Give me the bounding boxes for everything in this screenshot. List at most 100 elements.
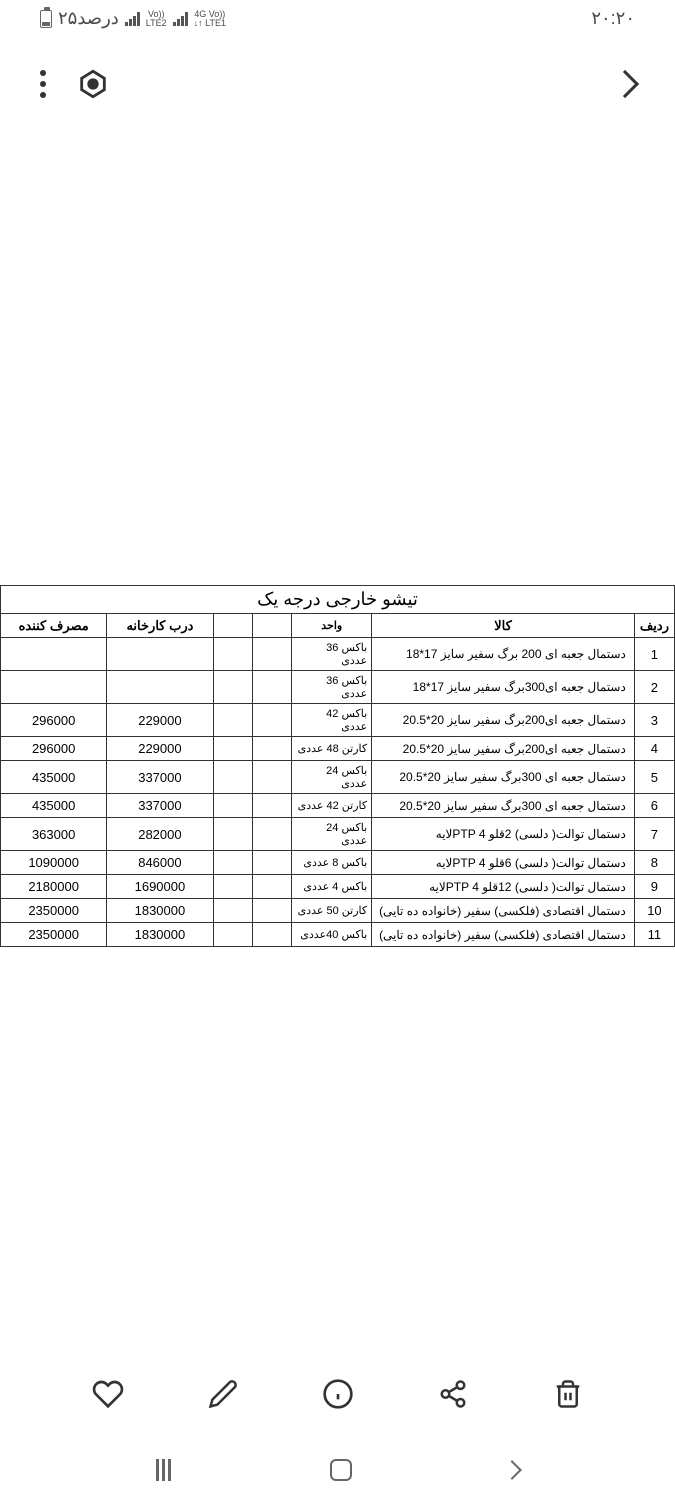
cell-blank2: [213, 923, 252, 947]
cell-blank1: [252, 875, 291, 899]
header-unit: واحد: [292, 614, 372, 638]
cell-unit: باکس 24 عددی: [292, 761, 372, 794]
cell-consumer: [1, 671, 107, 704]
cell-factory: 1830000: [107, 923, 213, 947]
cell-consumer: 2350000: [1, 899, 107, 923]
lte2-label: Vo))LTE2: [146, 10, 167, 28]
cell-consumer: 296000: [1, 737, 107, 761]
image-content: تیشو خارجی درجه یک ردیف کالا واحد درب کا…: [0, 585, 675, 947]
table-header-row: ردیف کالا واحد درب کارخانه مصرف کننده: [1, 614, 675, 638]
table-row: 11دستمال اقتصادی (فلکسی) سفیر (خانواده د…: [1, 923, 675, 947]
cell-blank2: [213, 794, 252, 818]
cell-rownum: 10: [634, 899, 674, 923]
edit-icon[interactable]: [207, 1378, 239, 1410]
header-blank1: [252, 614, 291, 638]
cell-factory: 1830000: [107, 899, 213, 923]
cell-blank2: [213, 737, 252, 761]
table-row: 5دستمال جعبه ای 300برگ سفیر سایز 20*20.5…: [1, 761, 675, 794]
cell-factory: 337000: [107, 761, 213, 794]
cell-consumer: 435000: [1, 761, 107, 794]
navigation-bar: [0, 1440, 675, 1500]
cell-unit: باکس 40عددی: [292, 923, 372, 947]
cell-consumer: [1, 638, 107, 671]
header-product: کالا: [372, 614, 635, 638]
cell-rownum: 8: [634, 851, 674, 875]
header-blank2: [213, 614, 252, 638]
cell-consumer: 435000: [1, 794, 107, 818]
cell-rownum: 2: [634, 671, 674, 704]
cell-consumer: 296000: [1, 704, 107, 737]
table-row: 6دستمال جعبه ای 300برگ سفیر سایز 20*20.5…: [1, 794, 675, 818]
cell-unit: کارتن 42 عددی: [292, 794, 372, 818]
more-icon[interactable]: [40, 70, 46, 98]
battery-icon: [40, 10, 52, 28]
info-icon[interactable]: [322, 1378, 354, 1410]
cell-rownum: 11: [634, 923, 674, 947]
cell-blank2: [213, 851, 252, 875]
cell-blank1: [252, 899, 291, 923]
cell-rownum: 4: [634, 737, 674, 761]
table-row: 7دستمال توالت( دلسی) 2قلو PTP 4لایهباکس …: [1, 818, 675, 851]
cell-unit: باکس 36 عددی: [292, 671, 372, 704]
cell-blank1: [252, 818, 291, 851]
cell-product: دستمال جعبه ای 300برگ سفیر سایز 20*20.5: [372, 761, 635, 794]
cell-rownum: 7: [634, 818, 674, 851]
nav-back-icon[interactable]: [502, 1460, 522, 1480]
cell-blank2: [213, 761, 252, 794]
cell-blank1: [252, 737, 291, 761]
lens-icon[interactable]: [76, 67, 110, 101]
cell-factory: 1690000: [107, 875, 213, 899]
cell-blank2: [213, 671, 252, 704]
cell-product: دستمال جعبه ای300برگ سفیر سایز 17*18: [372, 671, 635, 704]
price-table: تیشو خارجی درجه یک ردیف کالا واحد درب کا…: [0, 585, 675, 947]
cell-blank2: [213, 704, 252, 737]
app-bar: [0, 37, 675, 121]
cell-factory: [107, 638, 213, 671]
cell-product: دستمال توالت( دلسی) 2قلو PTP 4لایه: [372, 818, 635, 851]
delete-icon[interactable]: [552, 1378, 584, 1410]
cell-factory: 229000: [107, 737, 213, 761]
table-row: 9دستمال توالت( دلسی) 12قلو PTP 4لایهباکس…: [1, 875, 675, 899]
table-row: 4دستمال جعبه ای200برگ سفیر سایز 20*20.5ک…: [1, 737, 675, 761]
cell-blank1: [252, 671, 291, 704]
cell-rownum: 3: [634, 704, 674, 737]
battery-text: ۲۵درصد: [58, 8, 119, 29]
favorite-icon[interactable]: [92, 1378, 124, 1410]
cell-blank2: [213, 818, 252, 851]
status-bar: ۲۰:۲۰ ۲۵درصد Vo))LTE2 4G Vo))↓↑ LTE1: [0, 0, 675, 37]
cell-factory: 229000: [107, 704, 213, 737]
table-row: 10دستمال اقتصادی (فلکسی) سفیر (خانواده د…: [1, 899, 675, 923]
share-icon[interactable]: [437, 1378, 469, 1410]
cell-unit: باکس 42 عددی: [292, 704, 372, 737]
cell-blank1: [252, 923, 291, 947]
cell-unit: باکس 4 عددی: [292, 875, 372, 899]
cell-blank1: [252, 851, 291, 875]
cell-factory: [107, 671, 213, 704]
nav-home-icon[interactable]: [330, 1459, 352, 1481]
cell-unit: کارتن 48 عددی: [292, 737, 372, 761]
cell-consumer: 363000: [1, 818, 107, 851]
cell-rownum: 9: [634, 875, 674, 899]
header-row-num: ردیف: [634, 614, 674, 638]
status-indicators: ۲۵درصد Vo))LTE2 4G Vo))↓↑ LTE1: [40, 8, 226, 29]
signal-icon-2: [125, 12, 140, 26]
cell-factory: 846000: [107, 851, 213, 875]
cell-product: دستمال توالت( دلسی) 12قلو PTP 4لایه: [372, 875, 635, 899]
cell-product: دستمال توالت( دلسی) 6قلو PTP 4لایه: [372, 851, 635, 875]
cell-consumer: 2350000: [1, 923, 107, 947]
back-icon[interactable]: [611, 70, 639, 98]
status-time: ۲۰:۲۰: [591, 8, 635, 29]
cell-factory: 337000: [107, 794, 213, 818]
cell-rownum: 5: [634, 761, 674, 794]
cell-consumer: 2180000: [1, 875, 107, 899]
bottom-toolbar: [0, 1358, 675, 1430]
table-row: 8دستمال توالت( دلسی) 6قلو PTP 4لایهباکس …: [1, 851, 675, 875]
nav-recent-icon[interactable]: [156, 1459, 178, 1481]
cell-product: دستمال جعبه ای 200 برگ سفیر سایز 17*18: [372, 638, 635, 671]
cell-product: دستمال اقتصادی (فلکسی) سفیر (خانواده ده …: [372, 923, 635, 947]
cell-blank1: [252, 794, 291, 818]
cell-product: دستمال جعبه ای 300برگ سفیر سایز 20*20.5: [372, 794, 635, 818]
cell-factory: 282000: [107, 818, 213, 851]
cell-rownum: 6: [634, 794, 674, 818]
cell-rownum: 1: [634, 638, 674, 671]
